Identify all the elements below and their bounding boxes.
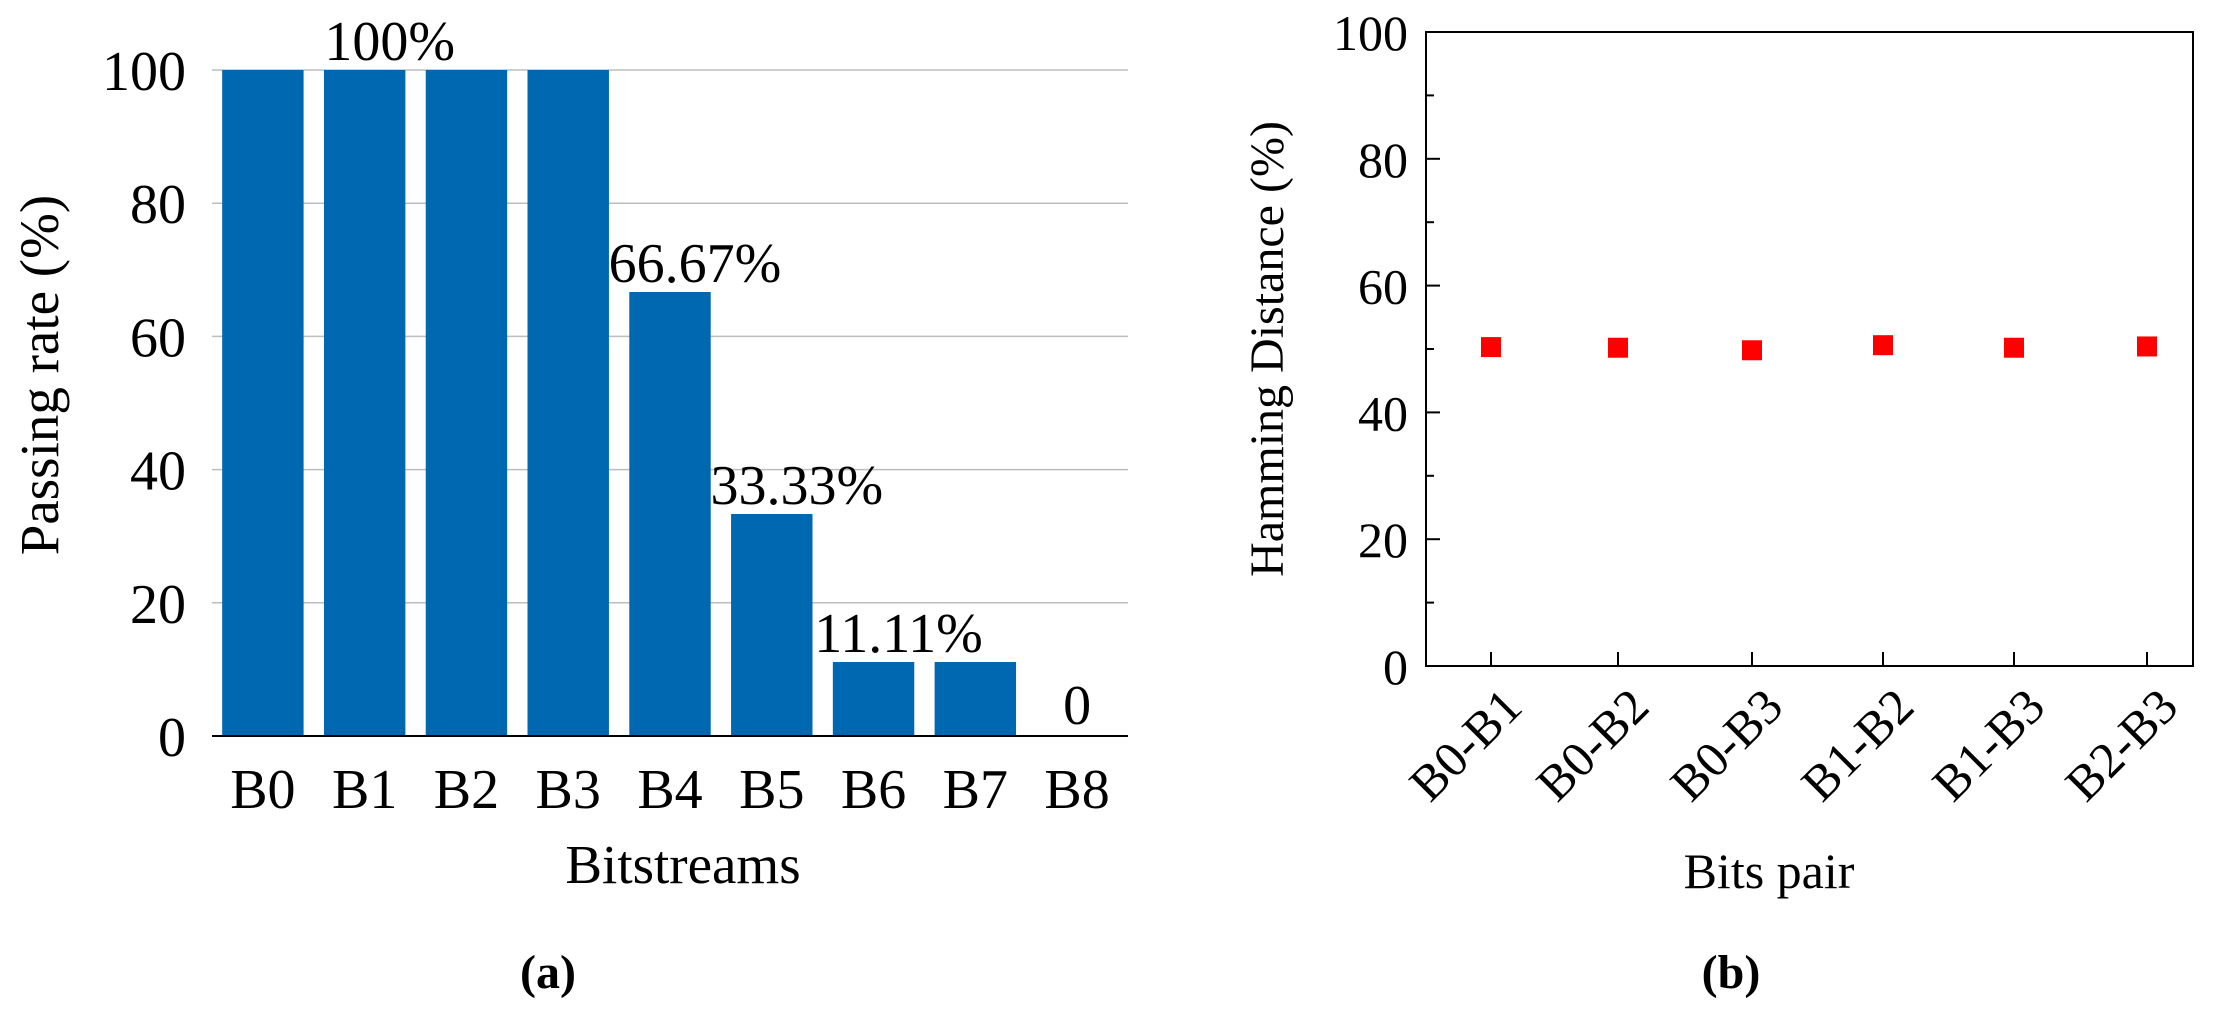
y-tick-label-20: 20 bbox=[130, 574, 186, 636]
point-b0-b3 bbox=[1742, 340, 1762, 361]
bar-b0 bbox=[222, 70, 304, 736]
panel-a-label: (a) bbox=[520, 946, 576, 999]
bar-chart-y-tick-labels: 0 20 40 60 80 100 bbox=[102, 41, 186, 769]
x-tick-label-b7: B7 bbox=[943, 759, 1008, 821]
bar-chart-data-labels: 100% 66.67% 33.33% 11.11% 0 bbox=[324, 11, 1091, 737]
y-tick-label-20: 20 bbox=[1358, 512, 1408, 568]
y-tick-label-0: 0 bbox=[158, 707, 186, 769]
bar-b2 bbox=[425, 70, 508, 736]
bar-b1 bbox=[323, 70, 406, 736]
x-tick-label-b1: B1 bbox=[332, 759, 397, 821]
x-tick-label-b2: B2 bbox=[434, 759, 499, 821]
scatter-chart-y-axis-title: Hamming Distance (%) bbox=[1241, 121, 1294, 577]
x-tick-label-b0: B0 bbox=[230, 759, 295, 821]
point-b2-b3 bbox=[2137, 336, 2157, 357]
y-tick-label-100: 100 bbox=[102, 41, 186, 103]
bar-chart-passing-rate: 0 20 40 60 80 100 B0 B1 B2 B3 B4 B5 B6 B7 B8 100% 66.6… bbox=[9, 11, 1128, 999]
x-tick-label-b1-b2: B1-B2 bbox=[1790, 678, 1924, 812]
y-tick-label-0: 0 bbox=[1383, 639, 1408, 695]
x-tick-label-b2-b3: B2-B3 bbox=[2054, 678, 2188, 812]
bar-b7 bbox=[934, 662, 1017, 736]
scatter-chart-frame bbox=[1425, 31, 2194, 667]
point-b1-b2 bbox=[1873, 335, 1893, 356]
x-tick-label-b1-b3: B1-B3 bbox=[1921, 678, 2055, 812]
scatter-chart-x-axis-ticks bbox=[1490, 652, 2148, 666]
x-tick-label-b5: B5 bbox=[739, 759, 804, 821]
x-tick-label-b0-b1: B0-B1 bbox=[1398, 678, 1532, 812]
bar-chart-bars bbox=[222, 70, 1017, 736]
data-label-b1: 100% bbox=[324, 11, 455, 73]
scatter-chart-points bbox=[1481, 335, 2157, 361]
bar-b5 bbox=[731, 514, 813, 736]
y-tick-label-60: 60 bbox=[1358, 259, 1408, 315]
bar-chart-x-tick-labels: B0 B1 B2 B3 B4 B5 B6 B7 B8 bbox=[230, 759, 1110, 821]
bar-chart-y-axis-title: Passing rate (%) bbox=[9, 195, 70, 555]
point-b1-b3 bbox=[2004, 337, 2024, 358]
data-label-b5: 33.33% bbox=[710, 455, 883, 517]
x-tick-label-b6: B6 bbox=[841, 759, 906, 821]
data-label-b8: 0 bbox=[1063, 675, 1091, 737]
y-tick-label-40: 40 bbox=[130, 441, 186, 503]
x-tick-label-b0-b3: B0-B3 bbox=[1659, 678, 1793, 812]
y-tick-label-80: 80 bbox=[1358, 132, 1408, 188]
y-tick-label-100: 100 bbox=[1333, 5, 1408, 61]
data-label-b6: 11.11% bbox=[814, 603, 983, 665]
panel-b-label: (b) bbox=[1702, 946, 1761, 999]
y-tick-label-60: 60 bbox=[130, 307, 186, 369]
scatter-chart-x-axis-title: Bits pair bbox=[1684, 843, 1855, 899]
bar-b6 bbox=[832, 662, 915, 736]
x-tick-label-b0-b2: B0-B2 bbox=[1525, 678, 1659, 812]
y-tick-label-80: 80 bbox=[130, 174, 186, 236]
bar-b4 bbox=[629, 291, 711, 736]
point-b0-b1 bbox=[1481, 337, 1501, 358]
scatter-chart-y-axis-ticks bbox=[1426, 31, 1440, 667]
point-b0-b2 bbox=[1608, 337, 1628, 358]
scatter-chart-y-tick-labels: 0 20 40 60 80 100 bbox=[1333, 5, 1408, 695]
y-tick-label-40: 40 bbox=[1358, 385, 1408, 441]
x-tick-label-b8: B8 bbox=[1044, 759, 1109, 821]
x-tick-label-b3: B3 bbox=[536, 759, 601, 821]
x-tick-label-b4: B4 bbox=[637, 759, 702, 821]
bar-chart-x-axis-title: Bitstreams bbox=[565, 834, 800, 895]
data-label-b4: 66.67% bbox=[609, 233, 782, 295]
bar-b3 bbox=[527, 70, 609, 736]
